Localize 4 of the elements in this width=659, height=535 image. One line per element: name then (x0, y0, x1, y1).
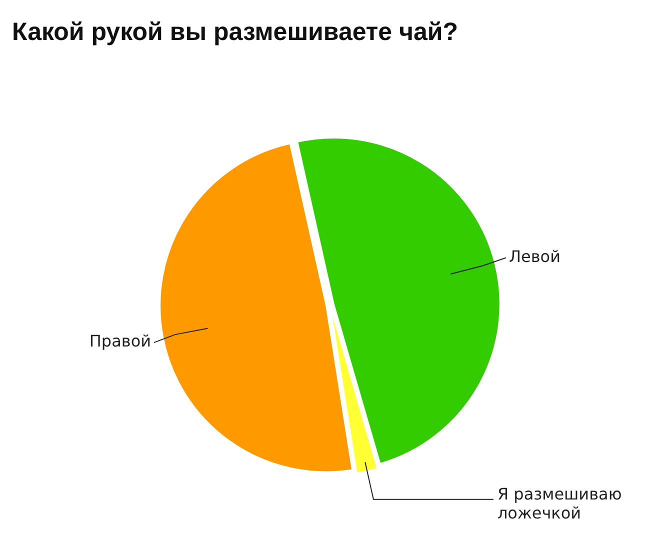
chart-title: Какой рукой вы размешиваете чай? (12, 18, 458, 46)
slice-label: Левой (509, 247, 560, 266)
slice-label: Я размешиваю ложечкой (497, 484, 622, 523)
slice-label: Правой (89, 332, 151, 351)
